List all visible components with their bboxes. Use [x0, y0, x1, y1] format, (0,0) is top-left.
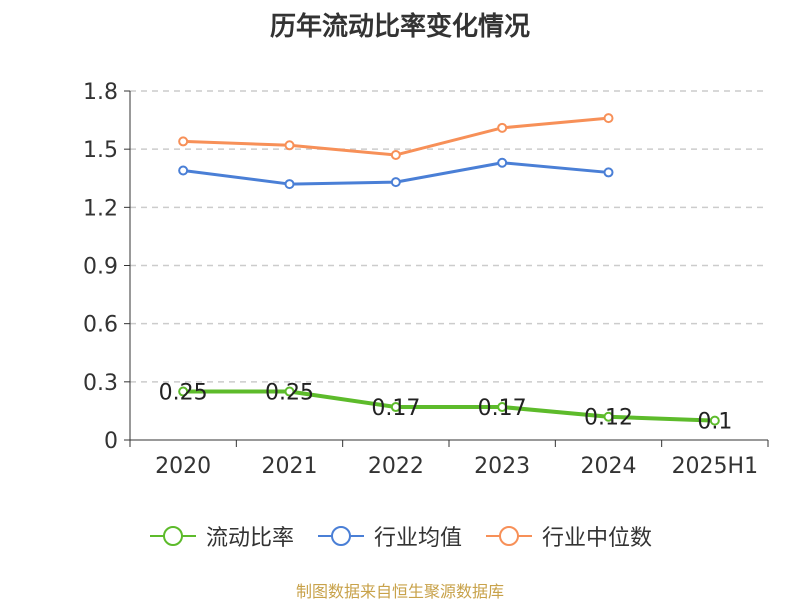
- data-point: [178, 386, 189, 397]
- y-tick-label: 1.2: [83, 196, 118, 221]
- data-point: [390, 402, 401, 413]
- data-point: [603, 411, 614, 422]
- data-point: [178, 165, 189, 176]
- y-tick-label: 0.9: [83, 255, 118, 280]
- data-point: [497, 122, 508, 133]
- data-point: [284, 140, 295, 151]
- grid-lines: [130, 90, 768, 383]
- x-tick-label: 2021: [262, 454, 318, 479]
- data-label: 0.17: [478, 396, 527, 421]
- source-note: 制图数据来自恒生聚源数据库: [295, 582, 504, 601]
- legend-label: 行业中位数: [542, 526, 653, 551]
- legend: 流动比率 行业均值 行业中位数: [0, 520, 800, 552]
- x-tick-label: 2020: [155, 454, 211, 479]
- data-point: [284, 179, 295, 190]
- data-point: [603, 113, 614, 124]
- legend-item[interactable]: 行业中位数: [484, 520, 652, 552]
- data-label: 0.17: [371, 396, 420, 421]
- axes: 0 0.3 0.6 0.9 1.2 1.5 1.8 2020 2021 2022 2023 2024 2…: [83, 80, 769, 479]
- legend-swatch-icon: [486, 526, 532, 546]
- x-tick-label: 2025H1: [672, 454, 759, 479]
- legend-item[interactable]: 流动比率: [148, 520, 294, 552]
- data-point: [497, 402, 508, 413]
- data-point: [603, 167, 614, 178]
- y-tick-label: 0.6: [83, 313, 118, 338]
- data-point: [178, 136, 189, 147]
- data-label: 0.1: [697, 410, 732, 435]
- data-label: 0.25: [265, 381, 314, 406]
- legend-swatch-icon: [149, 526, 196, 546]
- x-tick-label: 2022: [368, 454, 424, 479]
- legend-label: 行业均值: [373, 526, 462, 551]
- data-point: [390, 149, 401, 160]
- legend-item[interactable]: 行业均值: [316, 520, 462, 552]
- data-point: [284, 386, 295, 397]
- chart-title: 历年流动比率变化情况: [269, 12, 530, 42]
- x-tick-label: 2023: [474, 454, 530, 479]
- legend-swatch-icon: [317, 526, 364, 546]
- y-tick-label: 1.5: [83, 138, 118, 163]
- x-tick-label: 2024: [581, 454, 637, 479]
- y-tick-label: 1.8: [83, 80, 118, 105]
- data-point: [709, 415, 720, 426]
- data-point: [390, 177, 401, 188]
- data-labels: 0.25 0.25 0.17 0.17 0.12 0.1: [159, 381, 733, 435]
- y-tick-label: 0: [104, 429, 118, 454]
- y-tick-label: 0.3: [83, 371, 118, 396]
- legend-label: 流动比率: [205, 526, 294, 551]
- data-label: 0.25: [159, 381, 208, 406]
- series-line: [183, 389, 715, 423]
- data-label: 0.12: [584, 406, 633, 431]
- data-point: [497, 157, 508, 168]
- series-lines: [178, 113, 720, 426]
